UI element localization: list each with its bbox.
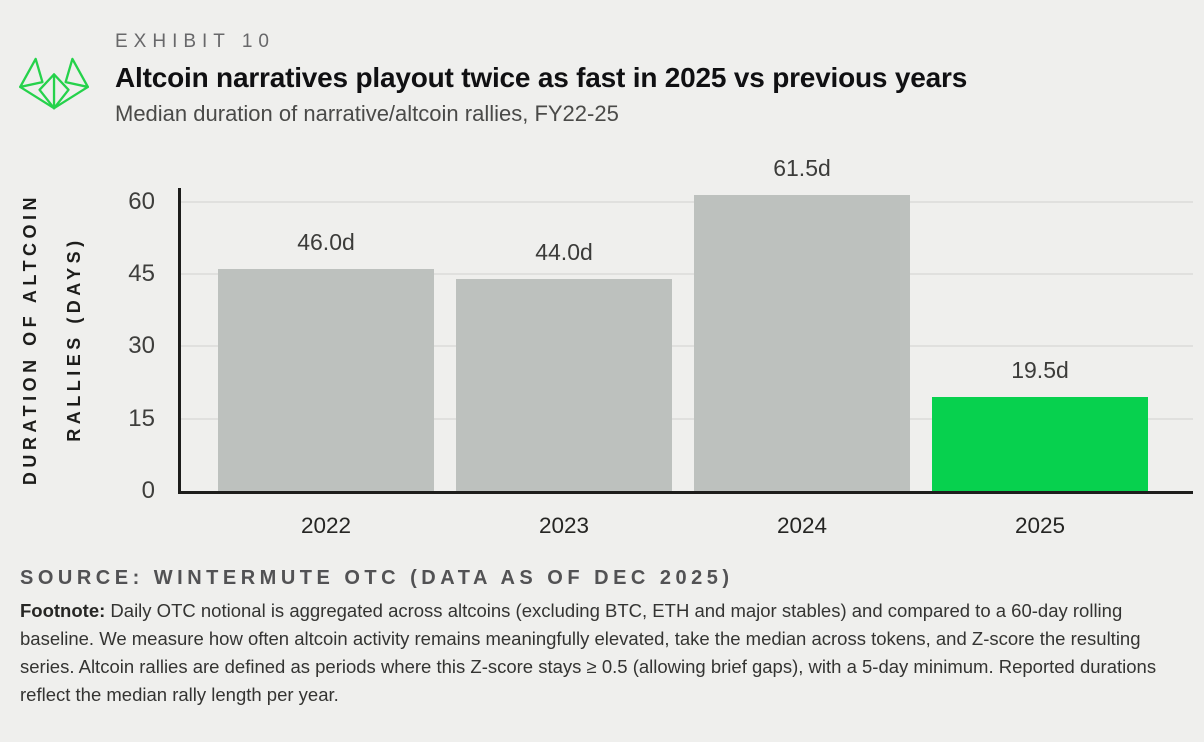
bar-value-label: 46.0d: [297, 229, 355, 256]
chart-title: Altcoin narratives playout twice as fast…: [115, 62, 968, 93]
x-tick-label: 2023: [538, 513, 590, 538]
wintermute-logo-icon: [19, 57, 90, 110]
footnote-label: Footnote:: [20, 600, 106, 621]
x-tick-label: 2024: [776, 513, 828, 538]
y-axis-label: DURATION OF ALTCOIN RALLIES (DAYS): [8, 29, 96, 649]
y-tick-label: 60: [128, 187, 155, 215]
x-tick-label: 2025: [1014, 513, 1066, 538]
bar-value-label: 44.0d: [535, 238, 593, 265]
exhibit-label: EXHIBIT 10: [115, 31, 275, 52]
x-axis-line: [178, 491, 1193, 494]
x-tick-label: 2022: [300, 513, 352, 538]
y-axis-label-line1: DURATION OF ALTCOIN: [20, 192, 40, 486]
bar: [456, 278, 672, 491]
gridline: [178, 345, 1193, 348]
y-tick-label: 0: [141, 477, 155, 504]
footnote: Footnote: Daily OTC notional is aggregat…: [20, 597, 1186, 709]
y-axis-line: [178, 188, 181, 494]
footnote-text: Daily OTC notional is aggregated across …: [20, 600, 1157, 705]
bar: [932, 397, 1148, 491]
y-tick-label: 30: [128, 332, 155, 360]
bar-value-label: 19.5d: [1011, 357, 1069, 384]
source-line: SOURCE: WINTERMUTE OTC (DATA AS OF DEC 2…: [20, 567, 734, 589]
bar: [218, 269, 434, 491]
bar: [694, 194, 910, 491]
gridline: [178, 273, 1193, 276]
y-tick-label: 45: [128, 260, 155, 288]
gridline: [178, 417, 1193, 420]
chart-subtitle: Median duration of narrative/altcoin ral…: [115, 101, 619, 126]
y-tick-label: 15: [128, 404, 155, 432]
plot-area: 0 15 30 45 60 46.0d 2022 44.0d 2023 61.5d 2024 19.5…: [128, 155, 1193, 538]
header: EXHIBIT 10 Altcoin narratives playout tw…: [115, 31, 1175, 127]
bar-value-label: 61.5d: [773, 154, 831, 181]
gridline: [178, 200, 1193, 203]
